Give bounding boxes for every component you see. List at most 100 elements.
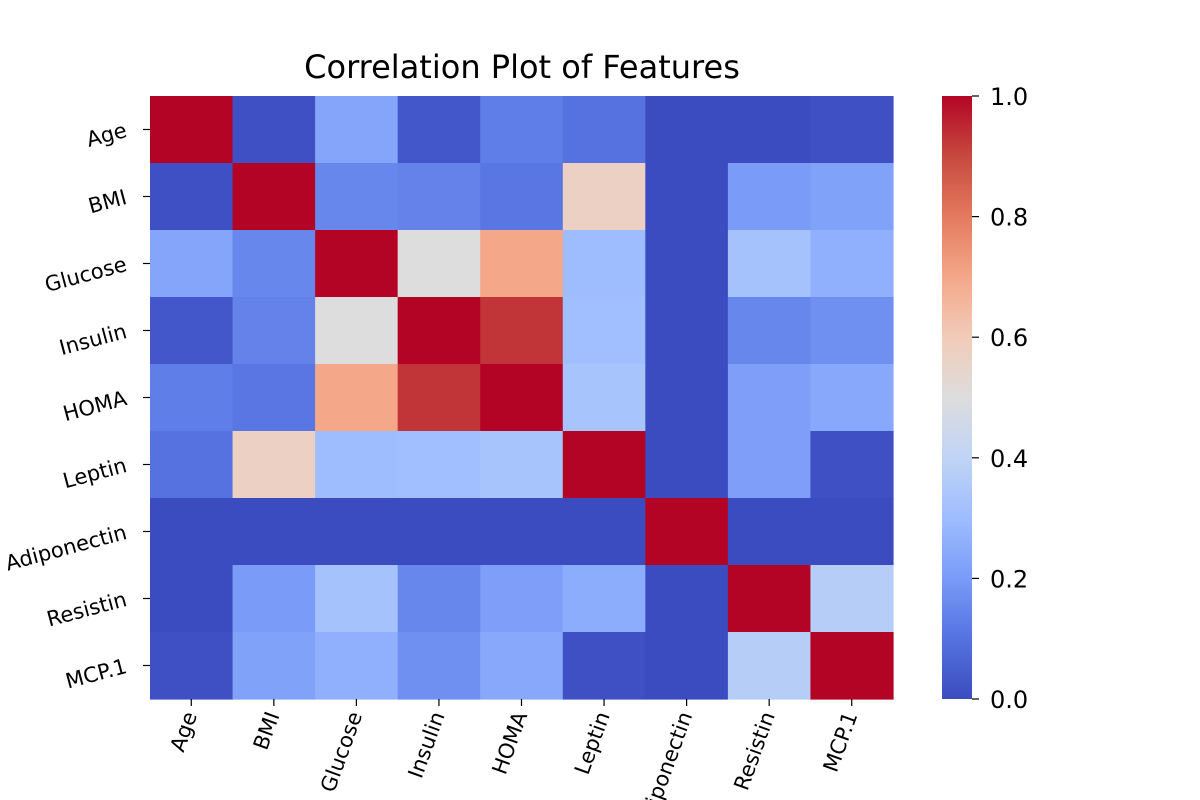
heatmap-cell [480,230,564,298]
heatmap-cell [315,297,399,365]
heatmap-cell [727,632,812,700]
heatmap-cell [727,364,812,432]
heatmap-cell [645,565,729,633]
y-tick-label: Adiponectin [3,520,129,575]
heatmap-cell [645,431,729,499]
heatmap-cell [810,163,894,231]
heatmap-cell [810,297,894,365]
heatmap-cell [150,565,234,633]
x-tick-label: Adiponectin [632,709,697,800]
heatmap-cell [397,632,481,700]
heatmap-cell [397,163,481,231]
x-tick-label: Glucose [316,709,367,796]
heatmap-cell [727,96,812,164]
heatmap-cell [562,565,646,633]
heatmap-cell [727,297,812,365]
heatmap-cell [810,565,894,633]
heatmap-cell [397,297,481,365]
heatmap-cell [480,565,564,633]
heatmap-cell [480,96,564,164]
heatmap-cell [727,230,812,298]
heatmap-cell [480,364,564,432]
heatmap-cell [315,96,399,164]
heatmap-cell [727,498,812,566]
y-tick-label: Insulin [57,319,130,360]
heatmap-cell [397,431,481,499]
heatmap-cell [150,96,234,164]
heatmap-cell [810,498,894,566]
heatmap-cell [315,431,399,499]
y-axis-ticks: Age BMI Glucose Insulin HOMA Leptin Adiponecti… [3,118,150,693]
heatmap-cell [645,230,729,298]
heatmap-cell [562,297,646,365]
heatmap-cell [562,230,646,298]
heatmap-cell [232,96,316,164]
heatmap-cell [232,297,316,365]
heatmap-cell [232,364,316,432]
heatmap-cell [150,163,234,231]
heatmap-cell [397,498,481,566]
heatmap-cell [232,431,316,499]
heatmap-cell [232,498,316,566]
heatmap-cell [480,297,564,365]
heatmap-cell [315,230,399,298]
x-tick-label: MCP.1 [819,709,863,776]
heatmap-cell [150,498,234,566]
heatmap-cell [232,632,316,700]
heatmap-cell [645,297,729,365]
colorbar-gradient [942,96,972,699]
heatmap-cell [150,431,234,499]
heatmap-cell [645,632,729,700]
heatmap-cell [150,364,234,432]
y-tick-label: MCP.1 [63,654,129,693]
x-axis-ticks: Age BMI Glucose Insulin HOMA Leptin Adiponecti… [166,699,863,800]
heatmap-cell [727,565,812,633]
heatmap-cell [810,230,894,298]
heatmap-cell [645,163,729,231]
heatmap-cell [480,431,564,499]
heatmap-cell [397,364,481,432]
heatmap-cell [562,431,646,499]
heatmap-cell [315,163,399,231]
heatmap-cell [315,565,399,633]
y-tick-label: Leptin [60,453,129,493]
heatmap-cell [727,431,812,499]
heatmap-cell [645,96,729,164]
x-tick-label: BMI [249,709,285,754]
y-tick-label: Resistin [44,587,129,631]
colorbar-tick-label: 0.8 [990,204,1028,232]
heatmap-cell [397,565,481,633]
heatmap-cell [150,297,234,365]
colorbar-tick-label: 0.2 [990,565,1028,593]
heatmap-cell [232,163,316,231]
heatmap-cell [562,498,646,566]
colorbar-tick-label: 1.0 [990,83,1028,111]
heatmap-cell [480,632,564,700]
heatmap-cell [315,632,399,700]
heatmap-cell [562,96,646,164]
x-tick-label: Insulin [404,709,450,782]
colorbar-tick-label: 0.4 [990,445,1028,473]
y-tick-label: Glucose [42,252,129,297]
colorbar: 0.0 0.2 0.4 0.6 0.8 1.0 [942,83,1028,714]
heatmap-cell [232,230,316,298]
heatmap-cell [645,498,729,566]
heatmap-cell [150,632,234,700]
heatmap-cell [727,163,812,231]
x-tick-label: Resistin [729,709,779,794]
heatmap-cell [397,230,481,298]
heatmap-cell [562,632,646,700]
colorbar-tick-label: 0.0 [990,686,1028,714]
colorbar-tick-label: 0.6 [990,324,1028,352]
y-tick-label: Age [84,118,129,152]
y-tick-label: HOMA [60,386,129,426]
heatmap-cell [232,565,316,633]
heatmap-cell [645,364,729,432]
heatmap-cell [397,96,481,164]
heatmap-cell [810,364,894,432]
heatmap-cell [315,364,399,432]
heatmap-cell [480,163,564,231]
heatmap-cell [315,498,399,566]
